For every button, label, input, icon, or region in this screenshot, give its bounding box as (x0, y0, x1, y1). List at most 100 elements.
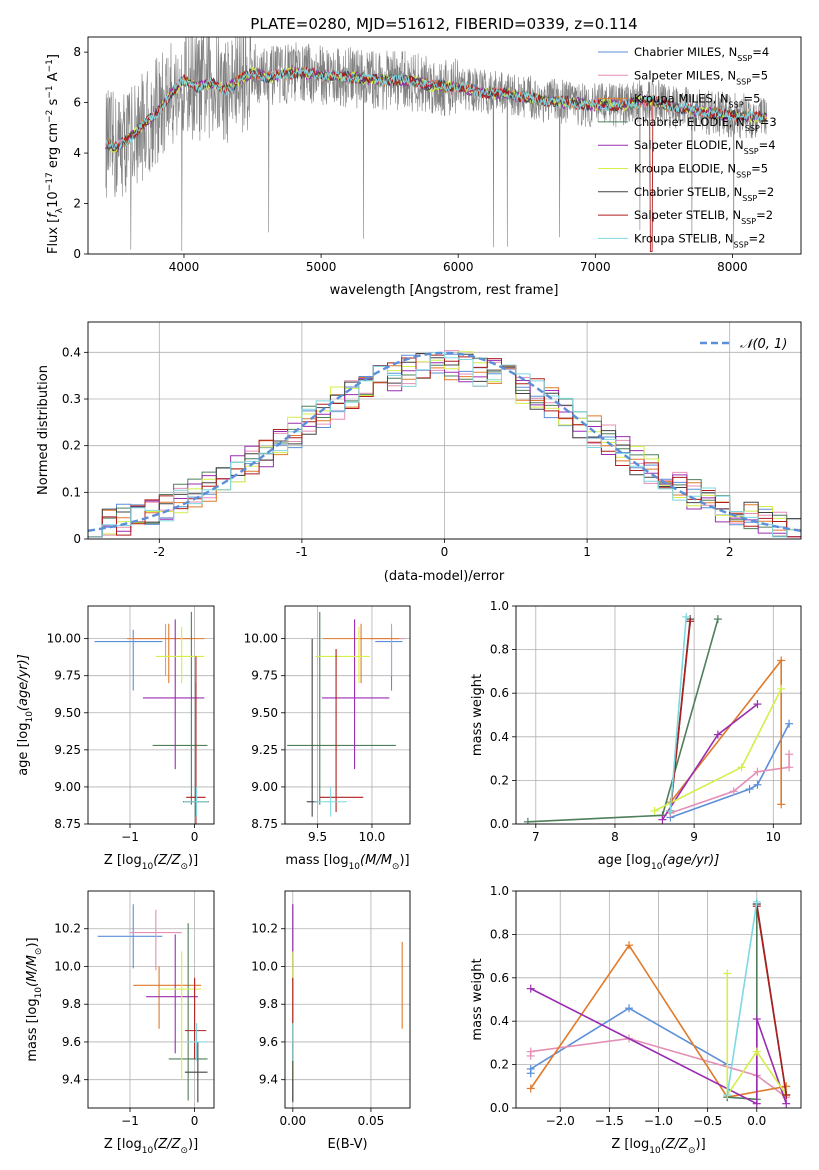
y-axis-label: Flux [fλ10−17 erg cm−2 s−1 A−1] (45, 54, 65, 254)
x-tick-label: −2.0 (546, 1114, 575, 1128)
legend-subscript: SSP (734, 240, 749, 249)
y-tick-label: 0 (73, 247, 81, 261)
y-axis-label: mass [log10(M/M⊙)] (25, 937, 44, 1061)
plot-area (287, 611, 405, 817)
y-tick-label: 0.2 (490, 773, 509, 787)
label-part: )] (188, 1137, 198, 1152)
label-part: )] (399, 853, 409, 868)
x-tick-label: 9.5 (308, 830, 327, 844)
legend-name: Salpeter ELODIE, N (634, 138, 744, 152)
y-tick-label: 9.75 (251, 669, 278, 683)
residuals-histogram-panel: -2 -1 0 1 2 0 0.1 0.2 0.3 0.4 𝒩(0, 1) (data-model)/… (36, 321, 802, 584)
legend-count: =5 (751, 162, 768, 176)
y-axis-label: mass weight (470, 958, 485, 1040)
label-part: 10 (349, 862, 361, 872)
y-tick-label: 8.75 (251, 817, 278, 831)
mass-weight-line-9 (726, 901, 758, 1096)
y-tick-label: 9.8 (62, 997, 81, 1011)
x-tick-label: 8000 (717, 260, 748, 274)
axes-frame (284, 890, 411, 1109)
x-tick-label: -2 (153, 545, 165, 559)
y-tick-label: 0.4 (62, 345, 81, 359)
label-part: ⊙ (180, 862, 188, 872)
legend-subscript: SSP (729, 100, 744, 109)
label-part: mass [log (25, 998, 40, 1061)
y-tick-label: 10.00 (47, 632, 81, 646)
y-tick-label: 9.25 (251, 743, 278, 757)
x-tick-label: −1 (121, 830, 139, 844)
y-tick-label: 9.6 (259, 1035, 278, 1049)
x-tick-label: 4000 (169, 260, 200, 274)
label-part: f (46, 211, 61, 218)
y-tick-label: 9.75 (54, 669, 81, 683)
label-part: 10 (142, 862, 154, 872)
y-tick-label: 0.8 (490, 927, 509, 941)
plot-area (97, 904, 208, 1103)
observed-spectrum-line (105, 37, 767, 251)
axes-frame (87, 605, 215, 825)
x-tick-label: 10.0 (359, 830, 386, 844)
label-part: s (46, 98, 61, 109)
label-part: mass [log (285, 853, 348, 868)
y-tick-label: 9.25 (54, 743, 81, 757)
legend-count: =5 (744, 92, 761, 106)
axes-frame (284, 605, 411, 825)
label-part: λ (55, 207, 65, 213)
label-part: ⊙ (180, 1146, 188, 1156)
label-part: A (46, 72, 61, 85)
legend-name: Kroupa STELIB, N (634, 231, 734, 245)
label-part: age [log (16, 723, 31, 776)
y-tick-label: 0.6 (490, 686, 509, 700)
x-axis-label: wavelength [Angstrom, rest frame] (330, 283, 559, 298)
y-tick-label: 9.6 (62, 1035, 81, 1049)
plot-area (523, 612, 794, 824)
y-tick-label: 0.2 (490, 1058, 509, 1072)
histogram-series-9 (88, 352, 801, 538)
y-tick-label: 9.00 (251, 780, 278, 794)
x-tick-label: 0.05 (358, 1114, 385, 1128)
label-part: ⊙ (34, 948, 44, 956)
x-axis-label: E(B-V) (327, 1137, 367, 1152)
legend-count: =4 (759, 138, 776, 152)
label-part: 10 (649, 1146, 661, 1156)
axes-frame (515, 890, 802, 1109)
label-part: 10 (651, 862, 663, 872)
legend-entry: 𝒩(0, 1) (740, 337, 787, 352)
label-part: 10 (25, 711, 35, 723)
x-tick-label: 0 (441, 545, 449, 559)
model-spectrum-line-9 (105, 67, 767, 150)
y-tick-label: 10.2 (54, 922, 81, 936)
label-part: (M/M (360, 853, 392, 868)
label-part: (Z/Z (153, 1137, 181, 1152)
figure-title: PLATE=0280, MJD=51612, FIBERID=0339, z=0… (250, 15, 637, 33)
x-axis-label: age [log10(age/yr)] (598, 853, 720, 872)
legend-entry: Salpeter MILES, NSSP=5 (634, 68, 768, 86)
legend-count: =2 (749, 231, 766, 245)
label-part: −1 (45, 59, 55, 72)
y-tick-label: 0.8 (490, 643, 509, 657)
label-part: Z [log (611, 1137, 649, 1152)
legend-count: =2 (757, 185, 774, 199)
legend-name: Chabrier STELIB, N (634, 185, 742, 199)
x-axis-label: (data-model)/error (384, 569, 505, 584)
y-tick-label: 9.00 (54, 780, 81, 794)
label-part: )] (25, 937, 40, 947)
label-part: ] (46, 54, 61, 59)
legend-subscript: SSP (744, 147, 759, 156)
legend-subscript: SSP (737, 54, 752, 63)
legend-entry: Salpeter STELIB, NSSP=2 (634, 208, 773, 226)
x-tick-label: 0 (191, 830, 199, 844)
legend-subscript: SSP (741, 217, 756, 226)
y-tick-label: 0.2 (62, 439, 81, 453)
y-tick-label: 9.50 (54, 706, 81, 720)
y-tick-label: 0 (73, 532, 81, 546)
label-part: −1 (45, 85, 55, 98)
y-tick-label: 0.0 (490, 817, 509, 831)
x-tick-label: 10 (766, 830, 781, 844)
label-part: ⊙ (688, 1146, 696, 1156)
legend-entry: Salpeter ELODIE, NSSP=4 (634, 138, 776, 156)
legend-entry: Kroupa MILES, NSSP=5 (634, 92, 760, 110)
